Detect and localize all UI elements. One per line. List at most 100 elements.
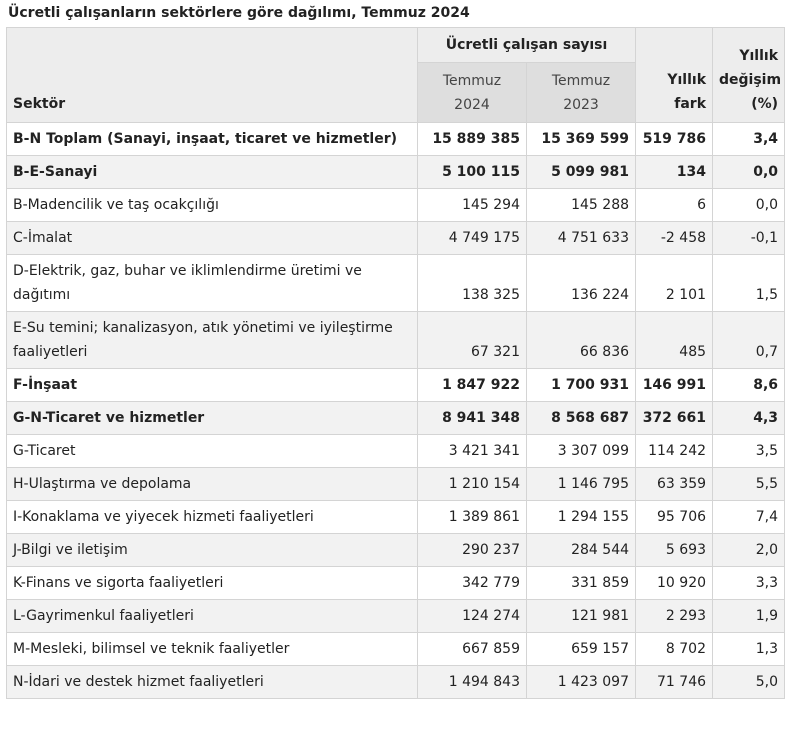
table-row: D-Elektrik, gaz, buhar ve iklimlendirme … xyxy=(6,254,786,312)
annual-diff-cell: -2 458 xyxy=(635,221,714,255)
sector-cell: N-İdari ve destek hizmet faaliyetleri xyxy=(6,665,418,699)
annual-change-cell: 1,3 xyxy=(712,632,786,666)
header-july-2023-line2: 2023 xyxy=(563,96,599,113)
table-row: B-E-Sanayi 5 100 115 5 099 981 134 0,0 xyxy=(6,155,786,189)
table-row: K-Finans ve sigorta faaliyetleri 342 779… xyxy=(6,566,786,600)
july-2023-cell: 284 544 xyxy=(525,533,637,567)
annual-change-cell: 4,3 xyxy=(712,401,786,435)
annual-diff-cell: 6 xyxy=(635,188,714,222)
header-july-2024: Temmuz 2024 xyxy=(417,62,527,123)
header-july-2023-line1: Temmuz xyxy=(551,72,611,89)
header-annual-diff-line1: Yıllık xyxy=(667,72,707,88)
employment-table: Sektör Ücretli çalışan sayısı Yıllık far… xyxy=(6,27,786,699)
july-2024-cell: 1 847 922 xyxy=(417,368,527,402)
annual-change-cell: 2,0 xyxy=(712,533,786,567)
table-row: J-Bilgi ve iletişim 290 237 284 544 5 69… xyxy=(6,533,786,567)
july-2024-cell: 138 325 xyxy=(417,254,527,312)
table-row: M-Mesleki, bilimsel ve teknik faaliyetle… xyxy=(6,632,786,666)
july-2023-cell: 15 369 599 xyxy=(525,122,637,156)
annual-diff-cell: 10 920 xyxy=(635,566,714,600)
annual-change-cell: 3,4 xyxy=(712,122,786,156)
sector-cell: G-Ticaret xyxy=(6,434,418,468)
july-2023-cell: 1 294 155 xyxy=(525,500,637,534)
annual-change-cell: 8,6 xyxy=(712,368,786,402)
header-july-2024-line1: Temmuz xyxy=(442,72,502,89)
header-employee-count: Ücretli çalışan sayısı xyxy=(416,27,637,63)
sector-cell: J-Bilgi ve iletişim xyxy=(6,533,418,567)
annual-change-cell: 5,5 xyxy=(712,467,786,501)
july-2023-cell: 331 859 xyxy=(525,566,637,600)
sector-cell: C-İmalat xyxy=(6,221,418,255)
annual-change-cell: 1,9 xyxy=(712,599,786,633)
sector-cell: M-Mesleki, bilimsel ve teknik faaliyetle… xyxy=(6,632,418,666)
annual-diff-cell: 2 293 xyxy=(635,599,714,633)
july-2024-cell: 3 421 341 xyxy=(417,434,527,468)
annual-change-cell: 0,0 xyxy=(712,188,786,222)
sector-cell: B-Madencilik ve taş ocakçılığı xyxy=(6,188,418,222)
july-2023-cell: 1 146 795 xyxy=(525,467,637,501)
annual-change-cell: 0,0 xyxy=(712,155,786,189)
july-2023-cell: 145 288 xyxy=(525,188,637,222)
table-caption: Ücretli çalışanların sektörlere göre dağ… xyxy=(8,5,470,21)
table-row: F-İnşaat 1 847 922 1 700 931 146 991 8,6 xyxy=(6,368,786,402)
header-sector: Sektör xyxy=(6,27,418,123)
annual-change-cell: 1,5 xyxy=(712,254,786,312)
header-annual-change: Yıllık değişim (%) xyxy=(712,27,786,123)
table-row: B-N Toplam (Sanayi, inşaat, ticaret ve h… xyxy=(6,122,786,156)
july-2024-cell: 1 210 154 xyxy=(417,467,527,501)
header-annual-change-line2: değişim xyxy=(719,72,782,88)
annual-diff-cell: 95 706 xyxy=(635,500,714,534)
sector-cell: K-Finans ve sigorta faaliyetleri xyxy=(6,566,418,600)
annual-diff-cell: 372 661 xyxy=(635,401,714,435)
july-2024-cell: 8 941 348 xyxy=(417,401,527,435)
july-2023-cell: 4 751 633 xyxy=(525,221,637,255)
annual-diff-cell: 146 991 xyxy=(635,368,714,402)
annual-diff-cell: 114 242 xyxy=(635,434,714,468)
header-annual-diff: Yıllık fark xyxy=(635,27,714,123)
july-2024-cell: 342 779 xyxy=(417,566,527,600)
annual-change-cell: 3,5 xyxy=(712,434,786,468)
table-row: G-Ticaret 3 421 341 3 307 099 114 242 3,… xyxy=(6,434,786,468)
july-2024-cell: 5 100 115 xyxy=(417,155,527,189)
sector-cell: E-Su temini; kanalizasyon, atık yönetimi… xyxy=(6,311,418,369)
july-2024-cell: 1 389 861 xyxy=(417,500,527,534)
annual-diff-cell: 71 746 xyxy=(635,665,714,699)
sector-cell: B-E-Sanayi xyxy=(6,155,418,189)
annual-diff-cell: 134 xyxy=(635,155,714,189)
july-2024-cell: 667 859 xyxy=(417,632,527,666)
sector-cell: H-Ulaştırma ve depolama xyxy=(6,467,418,501)
annual-diff-cell: 5 693 xyxy=(635,533,714,567)
header-annual-change-line1: Yıllık xyxy=(739,48,779,64)
annual-diff-cell: 519 786 xyxy=(635,122,714,156)
july-2023-cell: 5 099 981 xyxy=(525,155,637,189)
july-2024-cell: 124 274 xyxy=(417,599,527,633)
july-2023-cell: 1 423 097 xyxy=(525,665,637,699)
annual-change-cell: 7,4 xyxy=(712,500,786,534)
sector-cell: I-Konaklama ve yiyecek hizmeti faaliyetl… xyxy=(6,500,418,534)
sector-cell: B-N Toplam (Sanayi, inşaat, ticaret ve h… xyxy=(6,122,418,156)
annual-diff-cell: 2 101 xyxy=(635,254,714,312)
july-2023-cell: 8 568 687 xyxy=(525,401,637,435)
annual-diff-cell: 485 xyxy=(635,311,714,369)
table-row: L-Gayrimenkul faaliyetleri 124 274 121 9… xyxy=(6,599,786,633)
annual-change-cell: 5,0 xyxy=(712,665,786,699)
annual-change-cell: 3,3 xyxy=(712,566,786,600)
july-2023-cell: 121 981 xyxy=(525,599,637,633)
july-2024-cell: 67 321 xyxy=(417,311,527,369)
sector-cell: F-İnşaat xyxy=(6,368,418,402)
july-2024-cell: 1 494 843 xyxy=(417,665,527,699)
july-2023-cell: 3 307 099 xyxy=(525,434,637,468)
annual-change-cell: 0,7 xyxy=(712,311,786,369)
header-july-2024-line2: 2024 xyxy=(454,96,490,113)
july-2023-cell: 1 700 931 xyxy=(525,368,637,402)
table-row: G-N-Ticaret ve hizmetler 8 941 348 8 568… xyxy=(6,401,786,435)
table-row: C-İmalat 4 749 175 4 751 633 -2 458 -0,1 xyxy=(6,221,786,255)
header-july-2023: Temmuz 2023 xyxy=(525,62,637,123)
table-row: I-Konaklama ve yiyecek hizmeti faaliyetl… xyxy=(6,500,786,534)
july-2023-cell: 66 836 xyxy=(525,311,637,369)
july-2023-cell: 136 224 xyxy=(525,254,637,312)
sector-cell: L-Gayrimenkul faaliyetleri xyxy=(6,599,418,633)
table-row: H-Ulaştırma ve depolama 1 210 154 1 146 … xyxy=(6,467,786,501)
annual-diff-cell: 8 702 xyxy=(635,632,714,666)
july-2024-cell: 145 294 xyxy=(417,188,527,222)
